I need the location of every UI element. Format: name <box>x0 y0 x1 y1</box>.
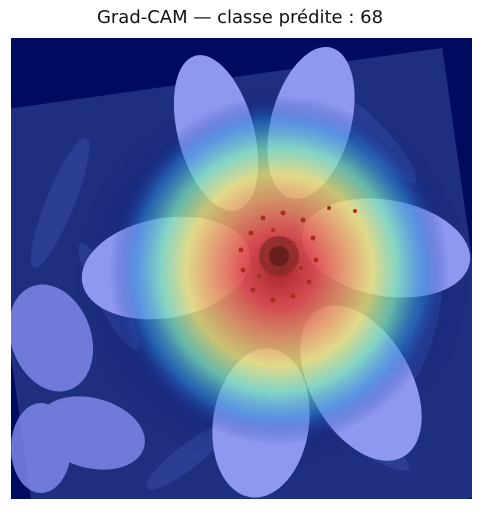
flower-center <box>238 206 357 303</box>
secondary-flower <box>11 284 145 493</box>
figure-title: Grad-CAM — classe prédite : 68 <box>96 7 384 28</box>
gradcam-canvas <box>11 38 472 499</box>
gradcam-image <box>11 38 472 499</box>
